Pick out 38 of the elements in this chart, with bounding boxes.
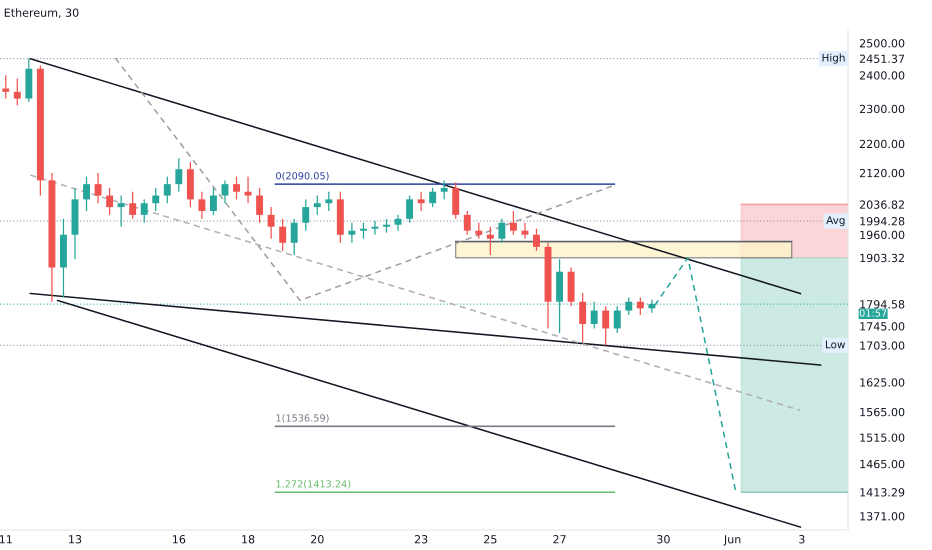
y-tick-label: 1465.00 (860, 460, 904, 468)
y-tick-label: 1371.00 (860, 512, 904, 520)
y-tick-label: 1960.00 (860, 230, 904, 240)
y-tick-label: 1745.00 (860, 322, 904, 331)
y-tick-label: 2451.37 (860, 54, 904, 63)
x-tick-label: 13 (69, 535, 82, 544)
ref-line-label: High (822, 54, 845, 64)
y-tick-label: 2400.00 (860, 71, 904, 80)
chart-title: Ethereum, 30 (4, 8, 78, 18)
x-tick-label: 18 (242, 535, 254, 544)
y-tick-label: 2500.00 (860, 39, 904, 48)
x-tick-label: 20 (311, 535, 324, 544)
x-tick-label: 23 (414, 535, 428, 544)
y-tick-label: 1703.00 (860, 341, 904, 350)
series-label: 1(1536.59) (276, 414, 329, 423)
ref-line-label: Avg (826, 216, 845, 226)
x-tick-label: 30 (657, 535, 670, 544)
x-tick-label: 27 (553, 535, 566, 544)
x-tick-label: 11 (0, 535, 12, 544)
y-tick-label: 2300.00 (860, 104, 904, 114)
y-tick-label: 1515.00 (860, 433, 904, 442)
x-tick-label: 16 (172, 535, 186, 544)
text: 01:57 (860, 309, 886, 317)
y-tick-label: 1994.28 (860, 217, 904, 226)
x-tick-label: 3 (799, 535, 804, 544)
y-tick-label: 1625.00 (860, 378, 904, 387)
y-tick-label: 1565.00 (860, 408, 904, 416)
series-label: 0(2090.05) (276, 172, 329, 181)
y-tick-label: 2120.00 (860, 168, 904, 178)
series-label: 1.272(1413.24) (276, 480, 350, 489)
y-tick-label: 1794.58 (860, 300, 904, 309)
y-tick-label: 1903.32 (860, 254, 904, 262)
y-tick-label: 1413.29 (860, 488, 904, 497)
x-tick-label: Jun (723, 535, 740, 546)
x-tick-label: 25 (484, 535, 496, 544)
ref-line-label: Low (826, 340, 846, 348)
y-tick-label: 2200.00 (860, 140, 904, 148)
y-tick-label: 2036.82 (860, 200, 904, 209)
